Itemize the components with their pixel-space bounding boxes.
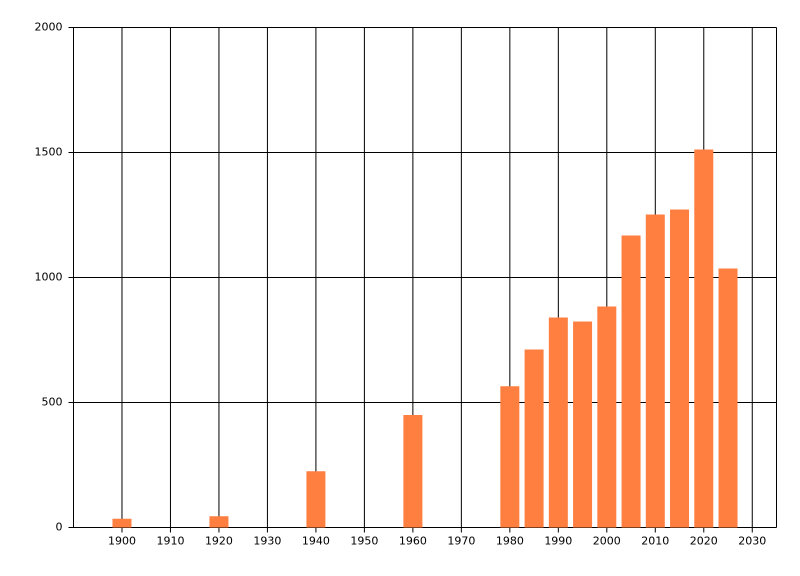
y-tick-label: 1000 [35,271,63,284]
x-tick-label: 1900 [108,535,136,548]
bar [112,518,132,528]
bar [500,386,520,528]
x-tick-label: 1930 [253,535,281,548]
bar [694,149,714,528]
y-tick-label: 2000 [35,21,63,34]
bar [306,471,326,528]
bar [597,306,617,528]
bar [621,235,641,528]
bar [718,268,738,528]
bar [403,415,423,528]
x-tick-label: 1970 [447,535,475,548]
x-tick-label: 1910 [156,535,184,548]
y-tick-label: 0 [56,521,63,534]
x-tick-label: 1920 [205,535,233,548]
x-tick-label: 2000 [593,535,621,548]
y-tick-label: 500 [42,396,63,409]
bar [645,214,665,528]
bar [548,317,568,528]
y-tick-label: 1500 [35,146,63,159]
x-tick-label: 2020 [690,535,718,548]
x-tick-label: 1950 [350,535,378,548]
bar [209,516,229,528]
bar [573,321,593,528]
x-tick-label: 2010 [641,535,669,548]
x-tick-label: 2030 [738,535,766,548]
x-tick-label: 1940 [302,535,330,548]
bar [670,209,690,528]
x-tick-label: 1960 [399,535,427,548]
x-tick-label: 1980 [496,535,524,548]
x-tick-label: 1990 [544,535,572,548]
bar [524,349,544,528]
